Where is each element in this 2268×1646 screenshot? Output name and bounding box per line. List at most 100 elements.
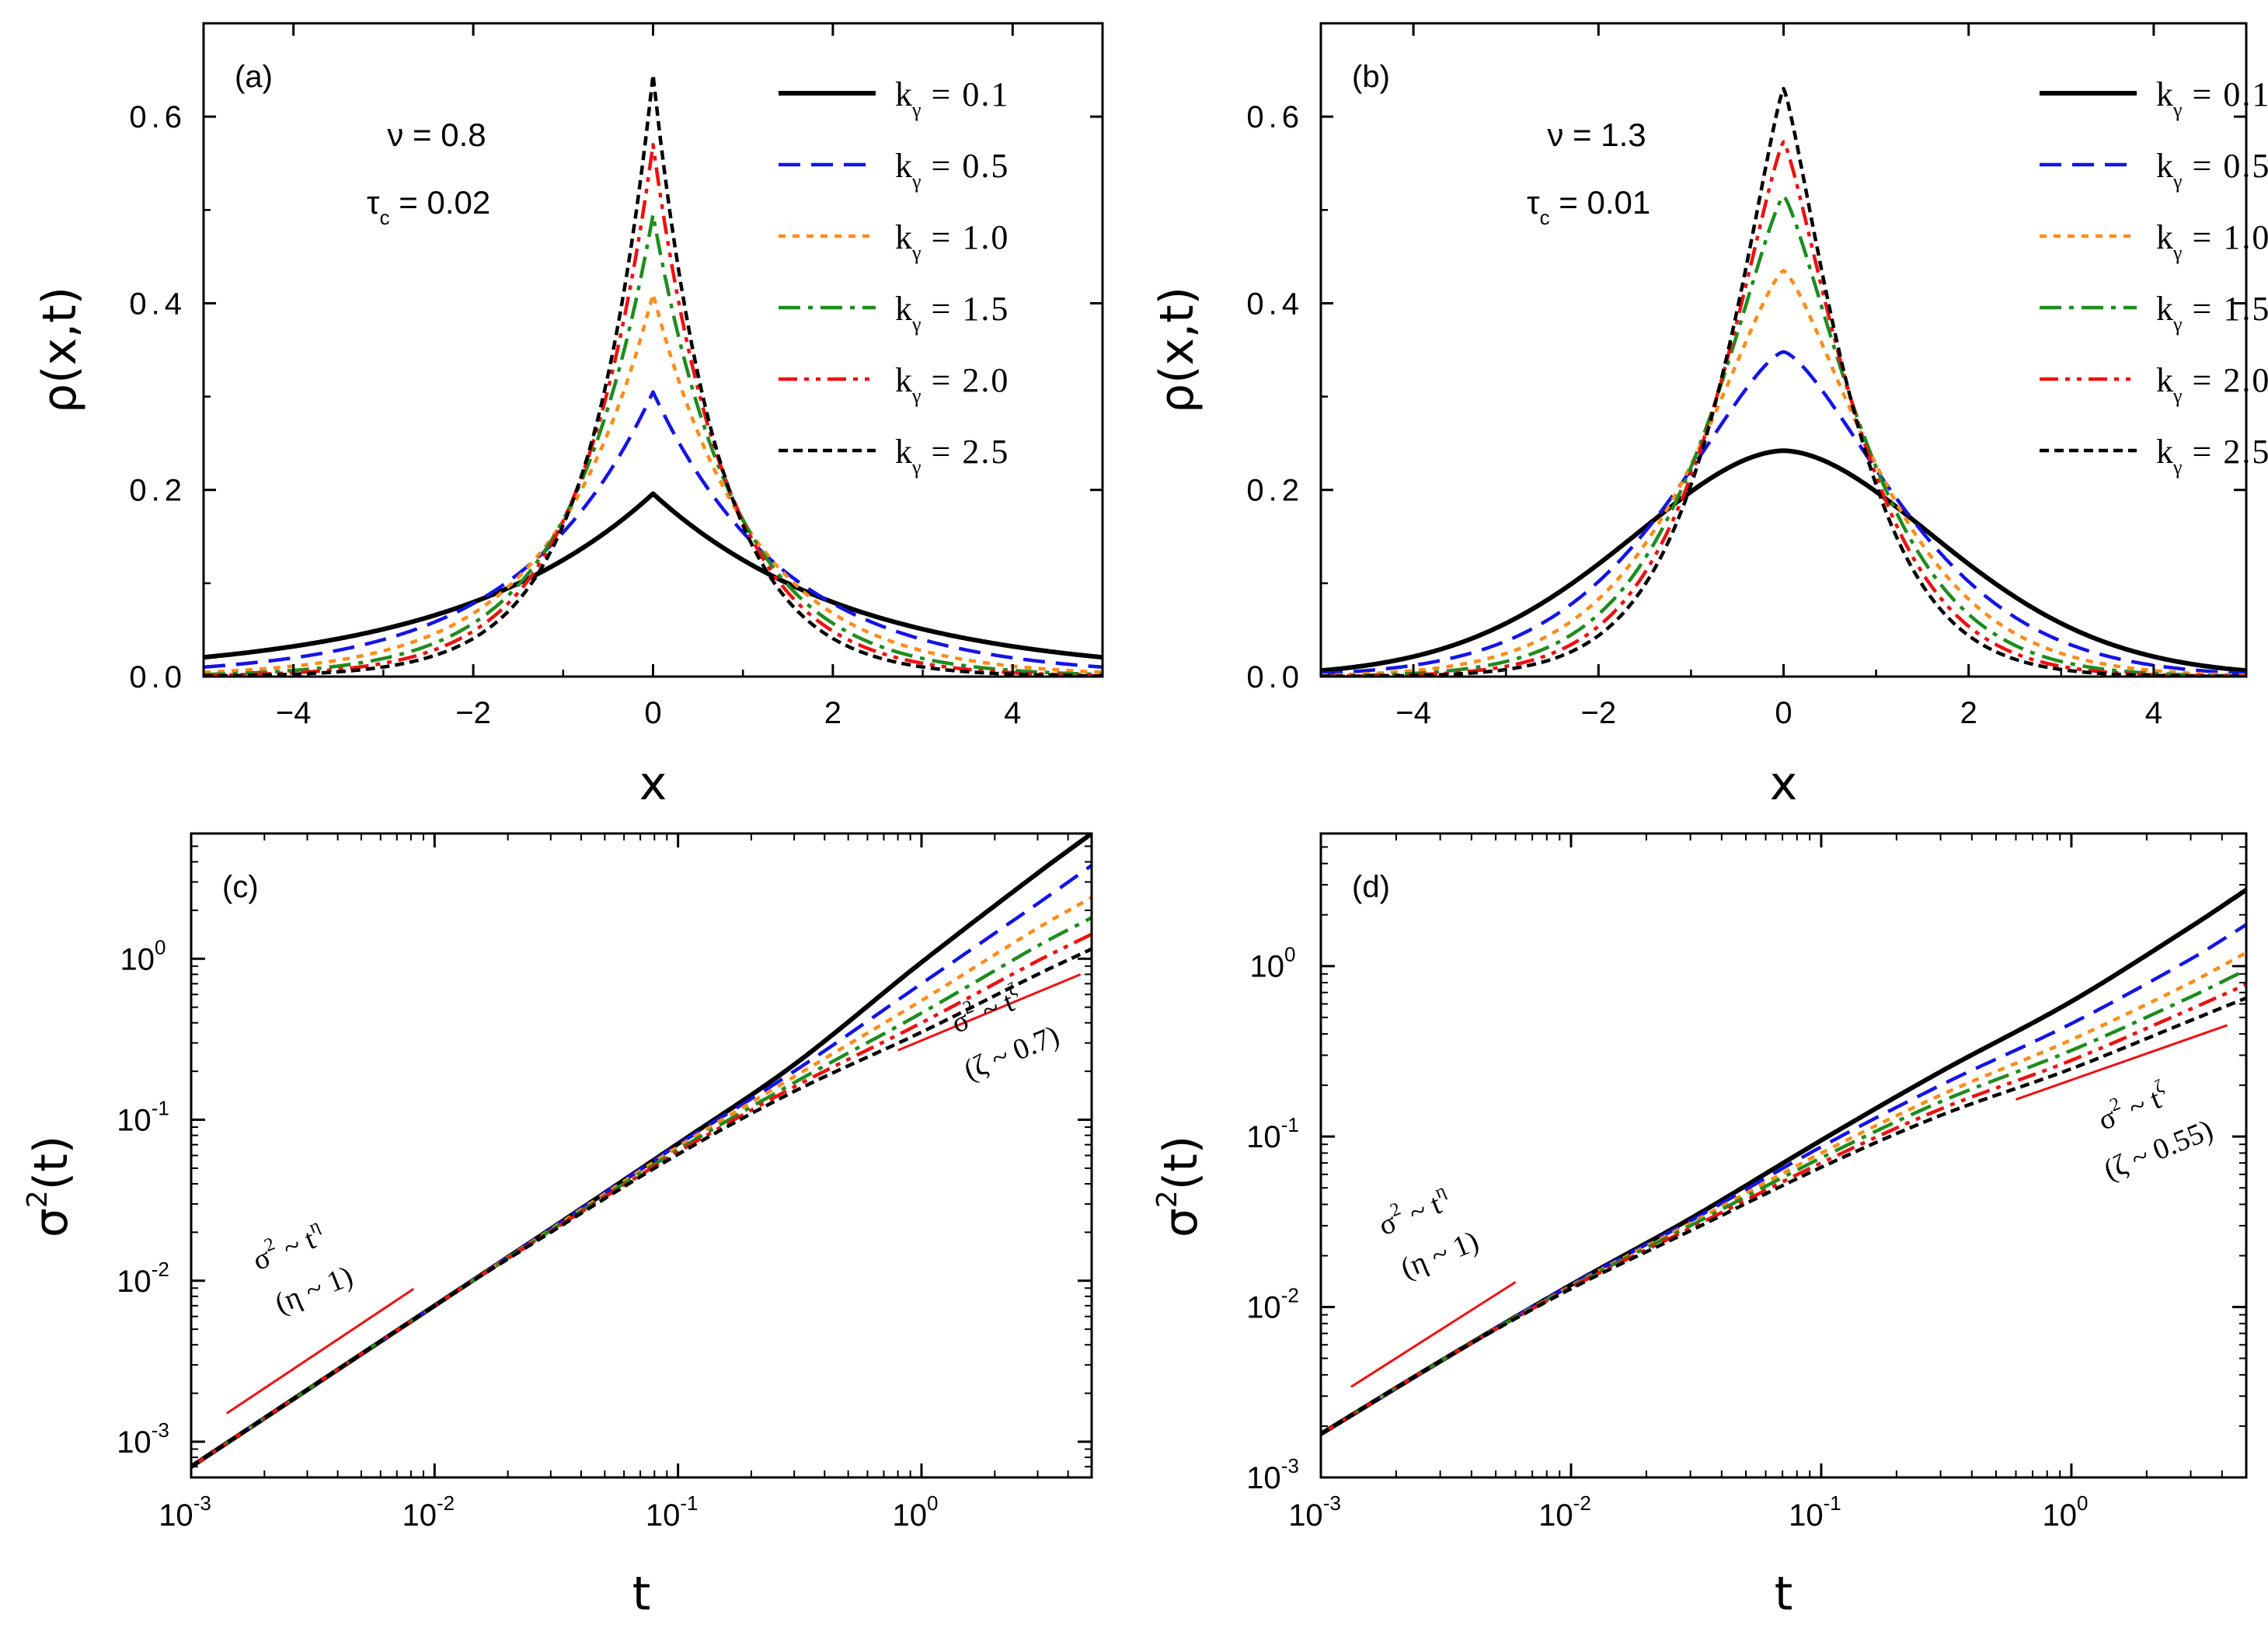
y-axis-title-b: ρ(x,t) [1150,287,1204,413]
panel-label-c: (c) [222,870,259,904]
y-tick-label-d: 100 [1250,943,1296,984]
series-line-d-5 [1321,983,2246,1435]
panel-c: 10-3 10-2 10-1 100 10-3 10-2 10-1 100 t σ2(t) (c) σ… [22,832,1093,1621]
annotation-short-time-c-line2: (η ~ 1) [270,1260,357,1321]
x-tick-label-a: 2 [824,696,841,730]
annotation-long-time-c-line2: (ζ ~ 0.7) [960,1019,1064,1087]
y-tick-label-a: 0.0 [129,660,186,694]
x-tick-label-b: 4 [2145,696,2162,730]
series-line-b-3 [1321,269,2246,677]
plot-frame-a [202,22,1104,678]
y-tick-label-d: 10-3 [1246,1454,1299,1495]
x-tick-label-c: 10-3 [159,1491,211,1533]
y-tick-label-c: 10-1 [117,1097,169,1138]
guide-line-d-1 [1350,1281,1517,1388]
x-tick-label-c: 10-1 [646,1491,699,1533]
y-tick-label-b: 0.6 [1246,100,1304,134]
panel-label-d: (d) [1352,870,1390,904]
curves-a [204,72,1103,677]
y-tick-label-c: 100 [120,935,166,976]
tau-annotation-b: τc = 0.01 [1527,184,1650,229]
panel-label-a: (a) [235,60,273,94]
y-tick-label-b: 0.2 [1246,474,1304,508]
legend-label-b-1: kγ = 0.1 [2156,75,2268,121]
x-tick-label-b: 2 [1960,696,1977,730]
x-axis-title-b: x [1770,757,1798,811]
annotation-short-time-d-line2: (η ~ 1) [1396,1225,1483,1286]
series-line-a-6 [204,72,1103,677]
series-line-d-4 [1321,968,2246,1435]
y-tick-label-d: 10-1 [1246,1113,1299,1154]
legend-a: kγ = 0.1 kγ = 0.5 kγ = 1.0 kγ = 1.5 kγ = 2.0… [779,75,1009,478]
y-axis-title-d: σ2(t) [1151,1136,1208,1237]
x-tick-label-c: 10-2 [402,1491,455,1533]
panel-b: −4 −2 0 2 4 0.0 0.2 0.4 0.6 x ρ(x,t) (b) ν = 1.3 τc =… [1150,22,2268,811]
y-tick-label-a: 0.4 [129,287,186,321]
series-line-d-3 [1321,951,2246,1435]
tau-annotation-a: τc = 0.02 [367,184,490,229]
panel-d: 10-3 10-2 10-1 100 10-3 10-2 10-1 100 t σ2(t) (d) σ… [1151,832,2248,1621]
nu-annotation-b: ν = 1.3 [1547,117,1646,153]
legend-label-a-6: kγ = 2.5 [895,433,1009,478]
x-tick-label-d: 10-2 [1538,1491,1591,1533]
y-tick-label-a: 0.2 [129,474,186,508]
guide-line-c-2 [897,973,1082,1052]
annotation-long-time-c-line1: σ2 ~ tζ [946,979,1026,1039]
x-axis-title-a: x [639,757,667,811]
series-line-b-1 [1321,448,2246,673]
series-line-b-6 [1321,86,2246,677]
y-tick-label-d: 10-2 [1246,1284,1299,1325]
legend-label-b-5: kγ = 2.0 [2156,361,2268,407]
legend-label-a-1: kγ = 0.1 [895,75,1009,121]
legend-b: kγ = 0.1 kγ = 0.5 kγ = 1.0 kγ = 1.5 kγ = 2.0… [2040,75,2268,478]
annotation-short-time-c-line1: σ2 ~ tη [247,1216,329,1277]
x-tick-label-b: −2 [1580,696,1616,730]
y-axis-title-c: σ2(t) [22,1136,78,1237]
x-tick-label-b: 0 [1775,696,1792,730]
legend-label-b-3: kγ = 1.0 [2156,218,2268,264]
x-tick-label-a: 0 [644,696,661,730]
series-line-a-4 [204,213,1103,677]
legend-label-a-3: kγ = 1.0 [895,218,1009,264]
panel-label-b: (b) [1352,60,1390,94]
series-line-c-6 [191,947,1092,1468]
plot-frame-d [1319,832,2248,1479]
series-line-a-1 [204,491,1103,660]
curves-b [1321,86,2246,677]
annotation-short-time-d-line1: σ2 ~ tη [1373,1181,1455,1242]
series-line-c-4 [191,916,1092,1468]
panel-a: −4 −2 0 2 4 0.0 0.2 0.4 0.6 x ρ(x,t) (a) ν = 0.8 τc =… [33,22,1104,811]
legend-label-b-4: kγ = 1.5 [2156,290,2268,336]
legend-label-b-6: kγ = 2.5 [2156,433,2268,478]
nu-annotation-a: ν = 0.8 [387,117,486,153]
series-line-c-3 [191,896,1092,1468]
annotation-short-time-c: σ2 ~ tη(η ~ 1) [247,1216,357,1321]
x-tick-label-d: 10-3 [1288,1491,1341,1533]
legend-label-a-2: kγ = 0.5 [895,147,1009,193]
series-line-a-2 [204,390,1103,670]
annotation-short-time-d: σ2 ~ tη(η ~ 1) [1373,1181,1483,1286]
legend-label-b-2: kγ = 0.5 [2156,147,2268,193]
series-line-a-3 [204,292,1103,674]
guide-line-c-1 [225,1288,415,1415]
x-tick-label-d: 100 [2042,1491,2088,1533]
y-tick-label-b: 0.0 [1246,660,1304,694]
series-line-d-2 [1321,923,2246,1435]
series-line-c-1 [191,833,1092,1469]
x-tick-label-a: −4 [276,696,312,730]
y-tick-label-c: 10-3 [117,1418,169,1460]
x-tick-label-c: 100 [893,1491,939,1533]
legend-label-a-5: kγ = 2.0 [895,361,1009,407]
x-tick-label-d: 10-1 [1789,1491,1841,1533]
plot-frame-b [1319,22,2248,678]
curves-d [1321,888,2246,1436]
x-tick-label-a: 4 [1004,696,1021,730]
x-tick-label-a: −2 [455,696,491,730]
x-axis-title-d: t [1775,1567,1793,1621]
x-axis-title-c: t [632,1567,651,1621]
legend-label-a-4: kγ = 1.5 [895,290,1009,336]
series-line-b-5 [1321,140,2246,677]
curves-c [191,833,1092,1469]
x-tick-label-b: −4 [1395,696,1431,730]
